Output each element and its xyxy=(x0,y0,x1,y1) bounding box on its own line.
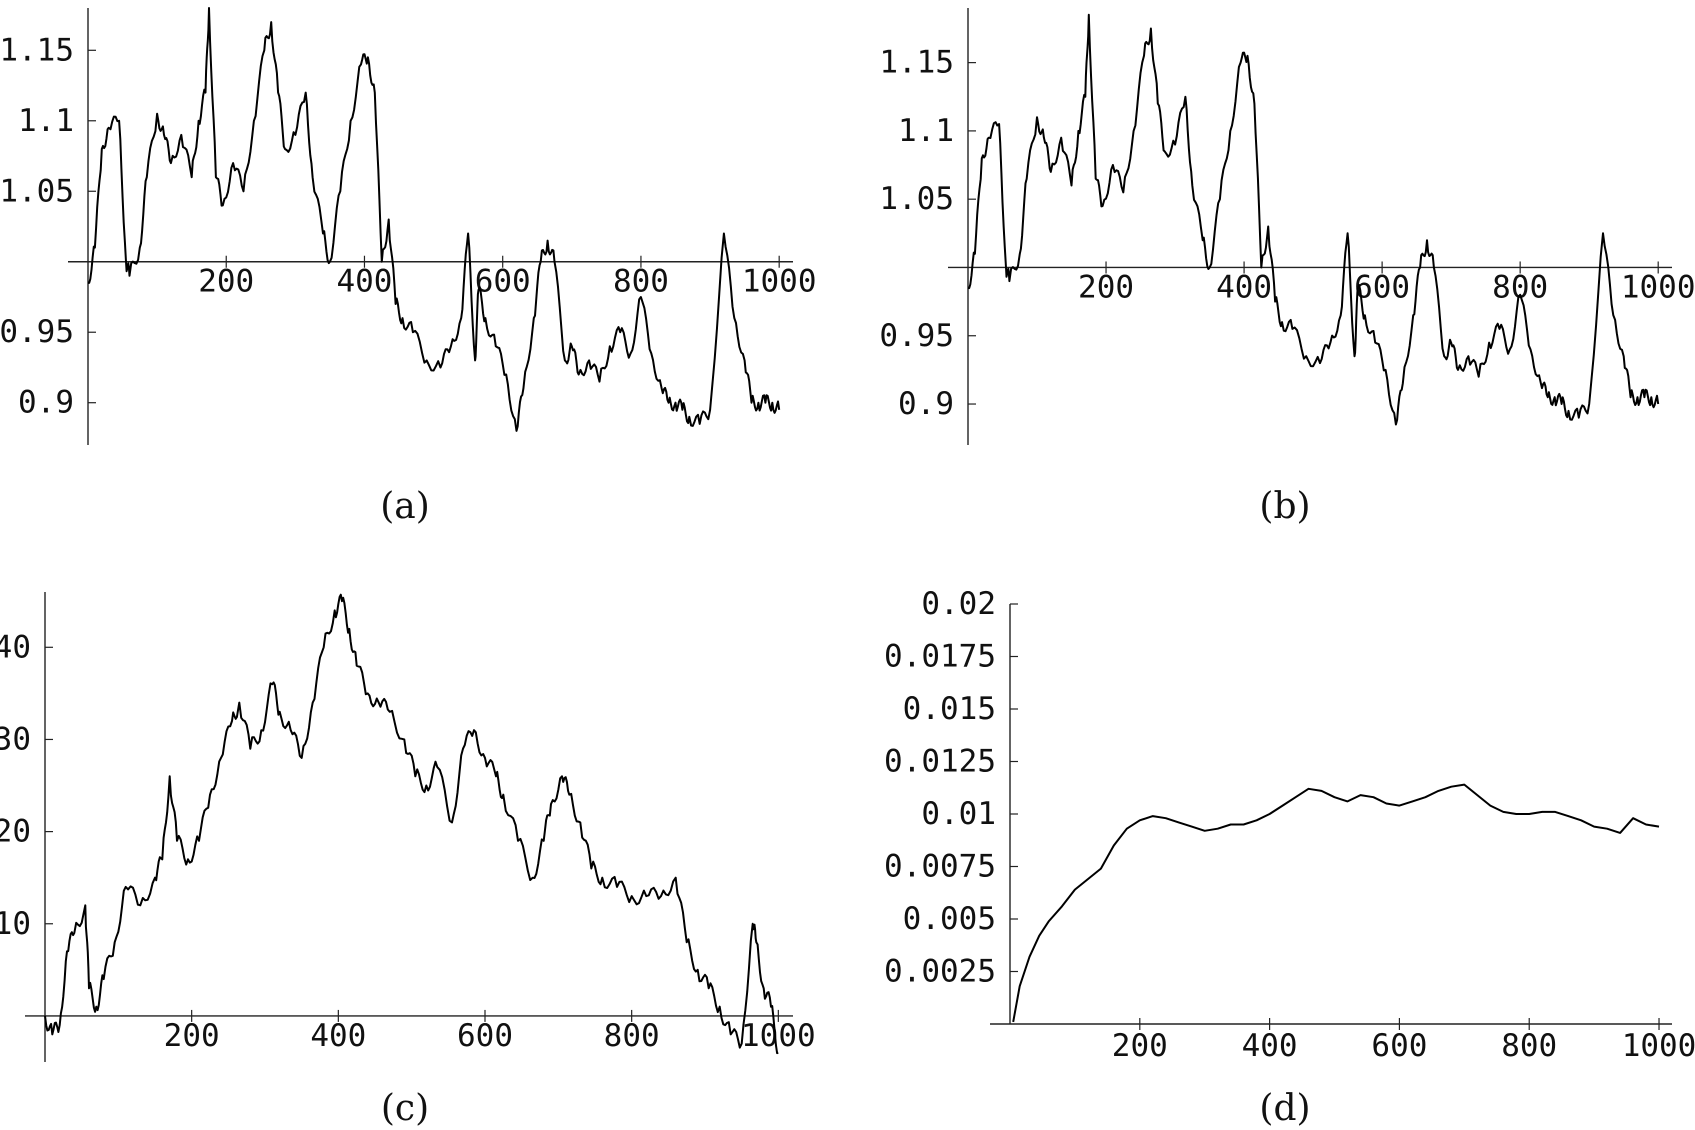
y-tick-label: 0.005 xyxy=(903,901,996,937)
x-tick-label: 400 xyxy=(1216,269,1272,305)
y-tick-label: 0.9 xyxy=(898,386,954,422)
y-tick-label: 1.05 xyxy=(0,173,74,209)
panel-caption: (a) xyxy=(380,486,430,527)
y-tick-label: 0.0025 xyxy=(884,954,996,990)
x-tick-label: 800 xyxy=(613,264,669,300)
x-tick-label: 1000 xyxy=(741,1018,816,1054)
panel-b: 200 400 600 800 1000 0.9 0.95 1.05 1.1 1.15 (b) xyxy=(879,8,1695,527)
y-tick-label: 1.1 xyxy=(18,103,74,139)
x-tick-label: 600 xyxy=(1371,1028,1427,1064)
panel-caption: (c) xyxy=(381,1088,429,1129)
y-tick-label: 0.01 xyxy=(921,796,996,832)
y-tick-label: 0.02 xyxy=(921,586,996,622)
y-tick-label: 0.95 xyxy=(879,318,954,354)
x-tick-label: 200 xyxy=(198,264,254,300)
y-tick-label: 1.15 xyxy=(879,45,954,81)
y-tick-label: 30 xyxy=(0,721,31,757)
x-tick-label: 1000 xyxy=(742,264,817,300)
x-tick-label: 800 xyxy=(604,1018,660,1054)
y-tick-label: 0.0125 xyxy=(884,744,996,780)
x-tick-label: 600 xyxy=(475,264,531,300)
y-tick-label: 0.0075 xyxy=(884,849,996,885)
x-tick-label: 200 xyxy=(1078,269,1134,305)
panel-a: 200 400 600 800 1000 0.9 0.95 1.05 1.1 1.15 (a) xyxy=(0,7,817,527)
y-tick-label: 1.1 xyxy=(898,113,954,149)
y-tick-label: 1.15 xyxy=(0,32,74,68)
x-tick-label: 400 xyxy=(336,264,392,300)
x-tick-label: 200 xyxy=(164,1018,220,1054)
series-line xyxy=(967,13,1660,426)
y-tick-label: 40 xyxy=(0,629,31,665)
x-tick-label: 600 xyxy=(457,1018,513,1054)
x-tick-label: 600 xyxy=(1354,269,1410,305)
x-tick-label: 800 xyxy=(1501,1028,1557,1064)
y-tick-label: 0.9 xyxy=(18,385,74,421)
series-line xyxy=(44,593,779,1055)
y-tick-label: 0.0175 xyxy=(884,639,996,675)
series-line xyxy=(88,7,781,432)
y-tick-label: 20 xyxy=(0,814,31,850)
x-tick-label: 1000 xyxy=(1621,269,1695,305)
panel-caption: (d) xyxy=(1259,1088,1310,1129)
x-tick-label: 200 xyxy=(1112,1028,1168,1064)
panel-caption: (b) xyxy=(1259,486,1310,527)
x-tick-label: 400 xyxy=(310,1018,366,1054)
panel-c: 200 400 600 800 1000 10 20 30 40 (c) xyxy=(0,592,816,1129)
y-tick-label: 0.015 xyxy=(903,691,996,727)
y-tick-label: 10 xyxy=(0,906,31,942)
y-tick-label: 1.05 xyxy=(879,181,954,217)
x-tick-label: 1000 xyxy=(1622,1028,1695,1064)
x-tick-label: 800 xyxy=(1492,269,1548,305)
panel-d: 200 400 600 800 1000 0.0025 0.005 0.0075 0.01 0.0… xyxy=(884,586,1695,1129)
y-tick-label: 0.95 xyxy=(0,314,74,350)
x-tick-label: 400 xyxy=(1242,1028,1298,1064)
series-line xyxy=(1012,783,1660,1023)
